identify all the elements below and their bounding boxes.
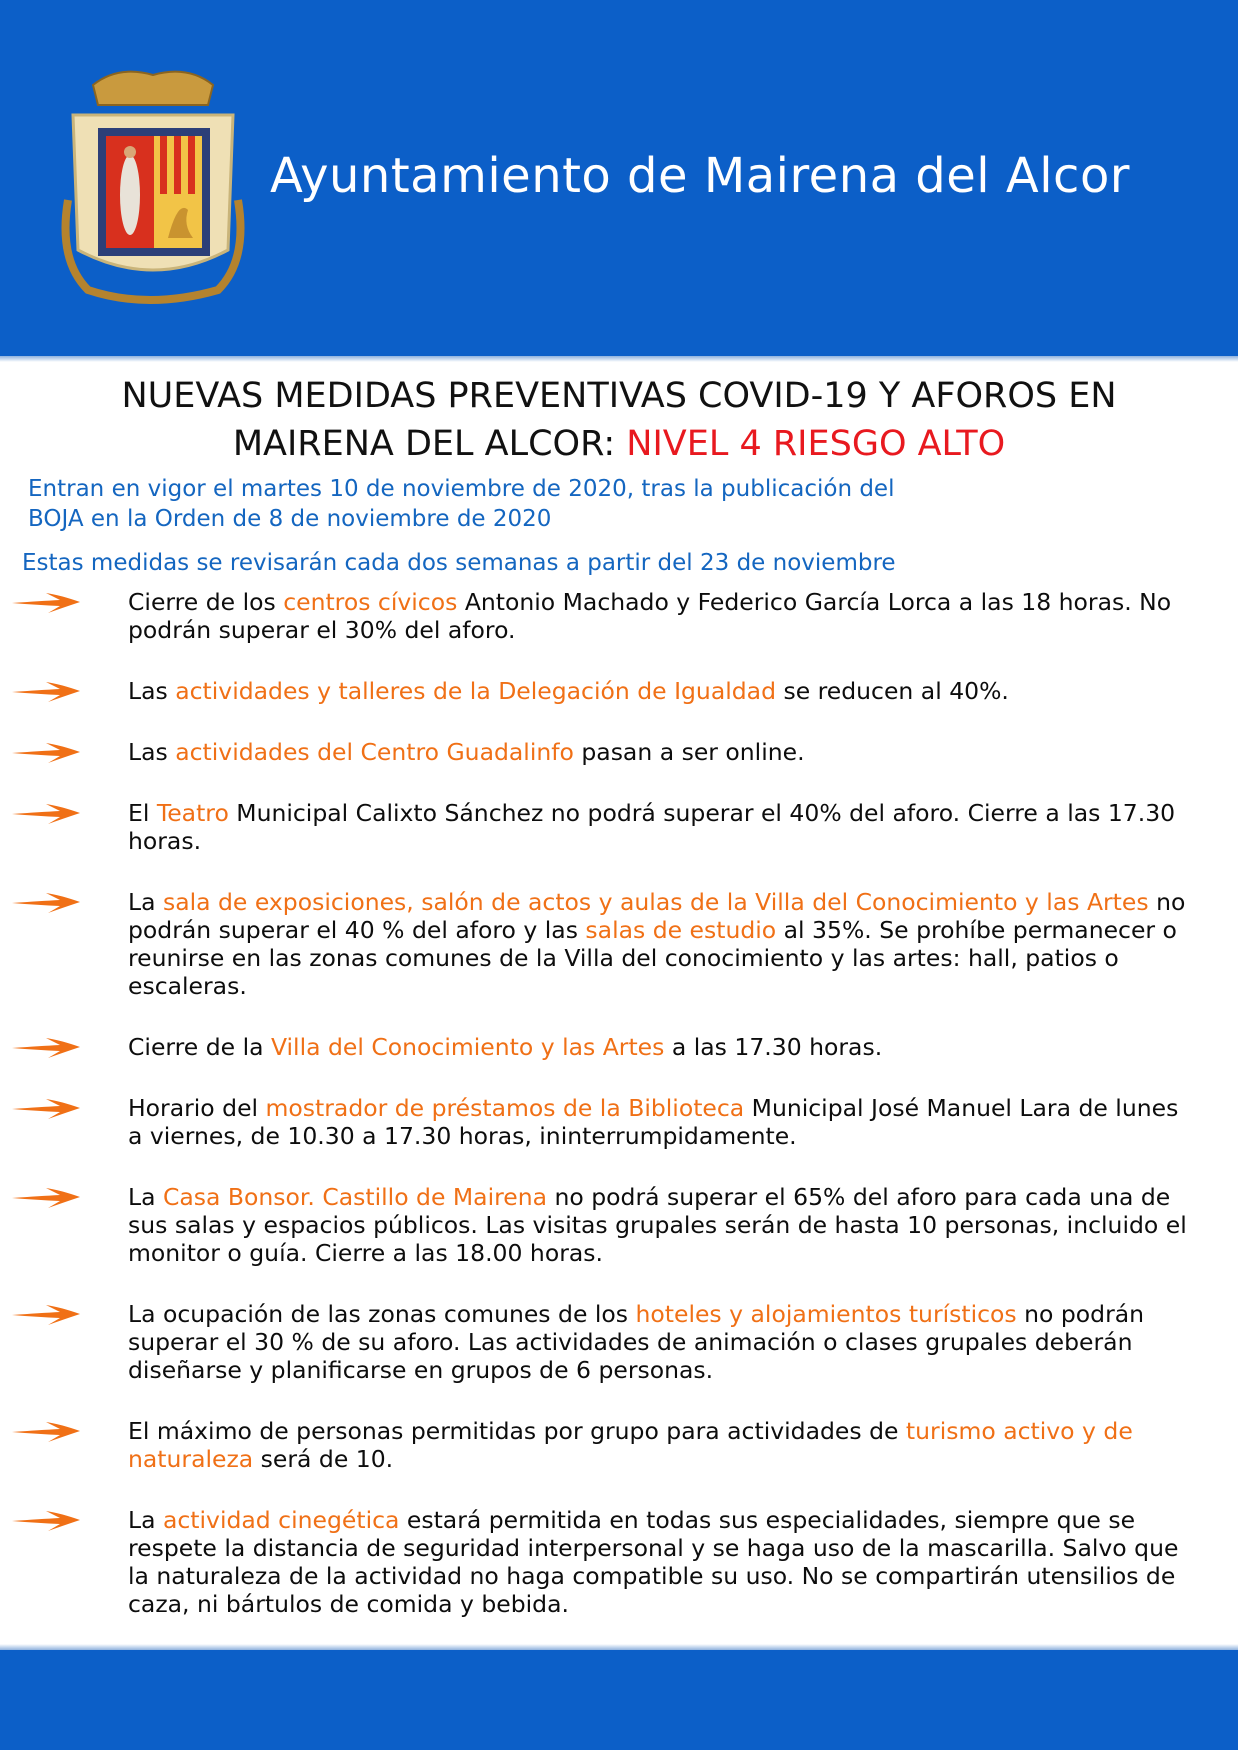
title-line-1: NUEVAS MEDIDAS PREVENTIVAS COVID-19 Y AF… [121, 376, 1117, 416]
text-segment: Antonio Machado y Federico García Lorca … [128, 588, 1172, 644]
list-item-text: La sala de exposiciones, salón de actos … [128, 888, 1188, 1000]
title-line-2-prefix: MAIRENA DEL ALCOR: [232, 424, 627, 464]
list-item: La actividad cinegética estará permitida… [0, 1506, 1188, 1618]
effective-date-note: Entran en vigor el martes 10 de noviembr… [28, 474, 894, 534]
list-item-text: La actividad cinegética estará permitida… [128, 1506, 1188, 1618]
text-segment: al 35%. Se prohíbe permanecer o reunirse… [128, 916, 1177, 1000]
text-segment: no podrán superar el 30 % de su aforo. L… [128, 1300, 1145, 1384]
list-item-text: El máximo de personas permitidas por gru… [128, 1417, 1188, 1473]
list-item-text: Las actividades y talleres de la Delegac… [128, 677, 1188, 705]
app-title: Ayuntamiento de Mairena del Alcor [270, 148, 1131, 204]
list-item: La Casa Bonsor. Castillo de Mairena no p… [0, 1183, 1188, 1267]
subtitle-line-1: Entran en vigor el martes 10 de noviembr… [28, 476, 895, 502]
list-item-text: La Casa Bonsor. Castillo de Mairena no p… [128, 1183, 1188, 1267]
list-item-text: Horario del mostrador de préstamos de la… [128, 1094, 1188, 1150]
coat-of-arms-logo [61, 70, 245, 304]
arrow-right-icon [12, 1038, 80, 1058]
list-item-text: Las actividades del Centro Guadalinfo pa… [128, 738, 1188, 766]
list-item: El máximo de personas permitidas por gru… [0, 1417, 1188, 1473]
arrow-right-icon [12, 1188, 80, 1208]
text-segment: Las [128, 738, 176, 766]
text-segment: La ocupación de las zonas comunes de los [128, 1300, 636, 1328]
list-item: La sala de exposiciones, salón de actos … [0, 888, 1188, 1000]
text-segment: se reducen al 40%. [776, 677, 1009, 705]
list-item: El Teatro Municipal Calixto Sánchez no p… [0, 799, 1188, 855]
review-note: Estas medidas se revisarán cada dos sema… [22, 550, 896, 576]
arrow-right-icon [12, 893, 80, 913]
text-segment: La [128, 888, 163, 916]
arrow-right-icon [12, 593, 80, 613]
arrow-right-icon [12, 1511, 80, 1531]
text-segment: Municipal José Manuel Lara de lunes a vi… [128, 1094, 1179, 1150]
list-item: Cierre de la Villa del Conocimiento y la… [0, 1033, 1188, 1061]
text-segment: Horario del [128, 1094, 266, 1122]
subtitle-line-2: BOJA en la Orden de 8 de noviembre de 20… [28, 506, 552, 532]
text-segment: Cierre de la [128, 1033, 271, 1061]
text-segment: La [128, 1183, 163, 1211]
footer-banner [0, 1644, 1238, 1750]
list-item: Horario del mostrador de préstamos de la… [0, 1094, 1188, 1150]
text-segment: no podrán superar el 40 % del aforo y la… [128, 888, 1186, 944]
highlighted-text: actividades y talleres de la Delegación … [175, 677, 776, 705]
arrow-right-icon [12, 1099, 80, 1119]
highlighted-text: salas de estudio [585, 916, 777, 944]
arrow-right-icon [12, 1305, 80, 1325]
highlighted-text: mostrador de préstamos de la Biblioteca [265, 1094, 745, 1122]
list-item: La ocupación de las zonas comunes de los… [0, 1300, 1188, 1384]
text-segment: El máximo de personas permitidas por gru… [128, 1417, 906, 1445]
highlighted-text: turismo activo y de naturaleza [128, 1417, 1133, 1473]
highlighted-text: centros cívicos [283, 588, 458, 616]
list-item: Cierre de los centros cívicos Antonio Ma… [0, 588, 1188, 644]
arrow-right-icon [12, 1422, 80, 1442]
text-segment: no podrá superar el 65% del aforo para c… [128, 1183, 1187, 1267]
list-item-text: El Teatro Municipal Calixto Sánchez no p… [128, 799, 1188, 855]
arrow-right-icon [12, 743, 80, 763]
highlighted-text: hoteles y alojamientos turísticos [635, 1300, 1017, 1328]
list-item: Las actividades y talleres de la Delegac… [0, 677, 1188, 705]
list-item-text: Cierre de la Villa del Conocimiento y la… [128, 1033, 1188, 1061]
highlighted-text: Teatro [156, 799, 229, 827]
highlighted-text: actividades del Centro Guadalinfo [175, 738, 574, 766]
arrow-right-icon [12, 682, 80, 702]
text-segment: será de 10. [253, 1445, 394, 1473]
text-segment: Cierre de los [128, 588, 284, 616]
text-segment: estará permitida en todas sus especialid… [128, 1506, 1179, 1618]
risk-level-alert: NIVEL 4 RIESGO ALTO [626, 424, 1006, 464]
highlighted-text: Villa del Conocimiento y las Artes [270, 1033, 665, 1061]
text-segment: a las 17.30 horas. [664, 1033, 883, 1061]
arrow-right-icon [12, 804, 80, 824]
list-item-text: La ocupación de las zonas comunes de los… [128, 1300, 1188, 1384]
highlighted-text: actividad cinegética [162, 1506, 400, 1534]
text-segment: pasan a ser online. [573, 738, 805, 766]
highlighted-text: sala de exposiciones, salón de actos y a… [162, 888, 1149, 916]
list-item: Las actividades del Centro Guadalinfo pa… [0, 738, 1188, 766]
highlighted-text: Casa Bonsor. Castillo de Mairena [162, 1183, 548, 1211]
page-title: NUEVAS MEDIDAS PREVENTIVAS COVID-19 Y AF… [0, 372, 1238, 468]
text-segment: Municipal Calixto Sánchez no podrá super… [128, 799, 1176, 855]
header-banner: Ayuntamiento de Mairena del Alcor [0, 0, 1238, 362]
title-line-2: MAIRENA DEL ALCOR: NIVEL 4 RIESGO ALTO [0, 420, 1238, 468]
text-segment: El [128, 799, 157, 827]
text-segment: La [128, 1506, 163, 1534]
list-item-text: Cierre de los centros cívicos Antonio Ma… [128, 588, 1188, 644]
measures-list: Cierre de los centros cívicos Antonio Ma… [0, 588, 1238, 1651]
text-segment: Las [128, 677, 176, 705]
